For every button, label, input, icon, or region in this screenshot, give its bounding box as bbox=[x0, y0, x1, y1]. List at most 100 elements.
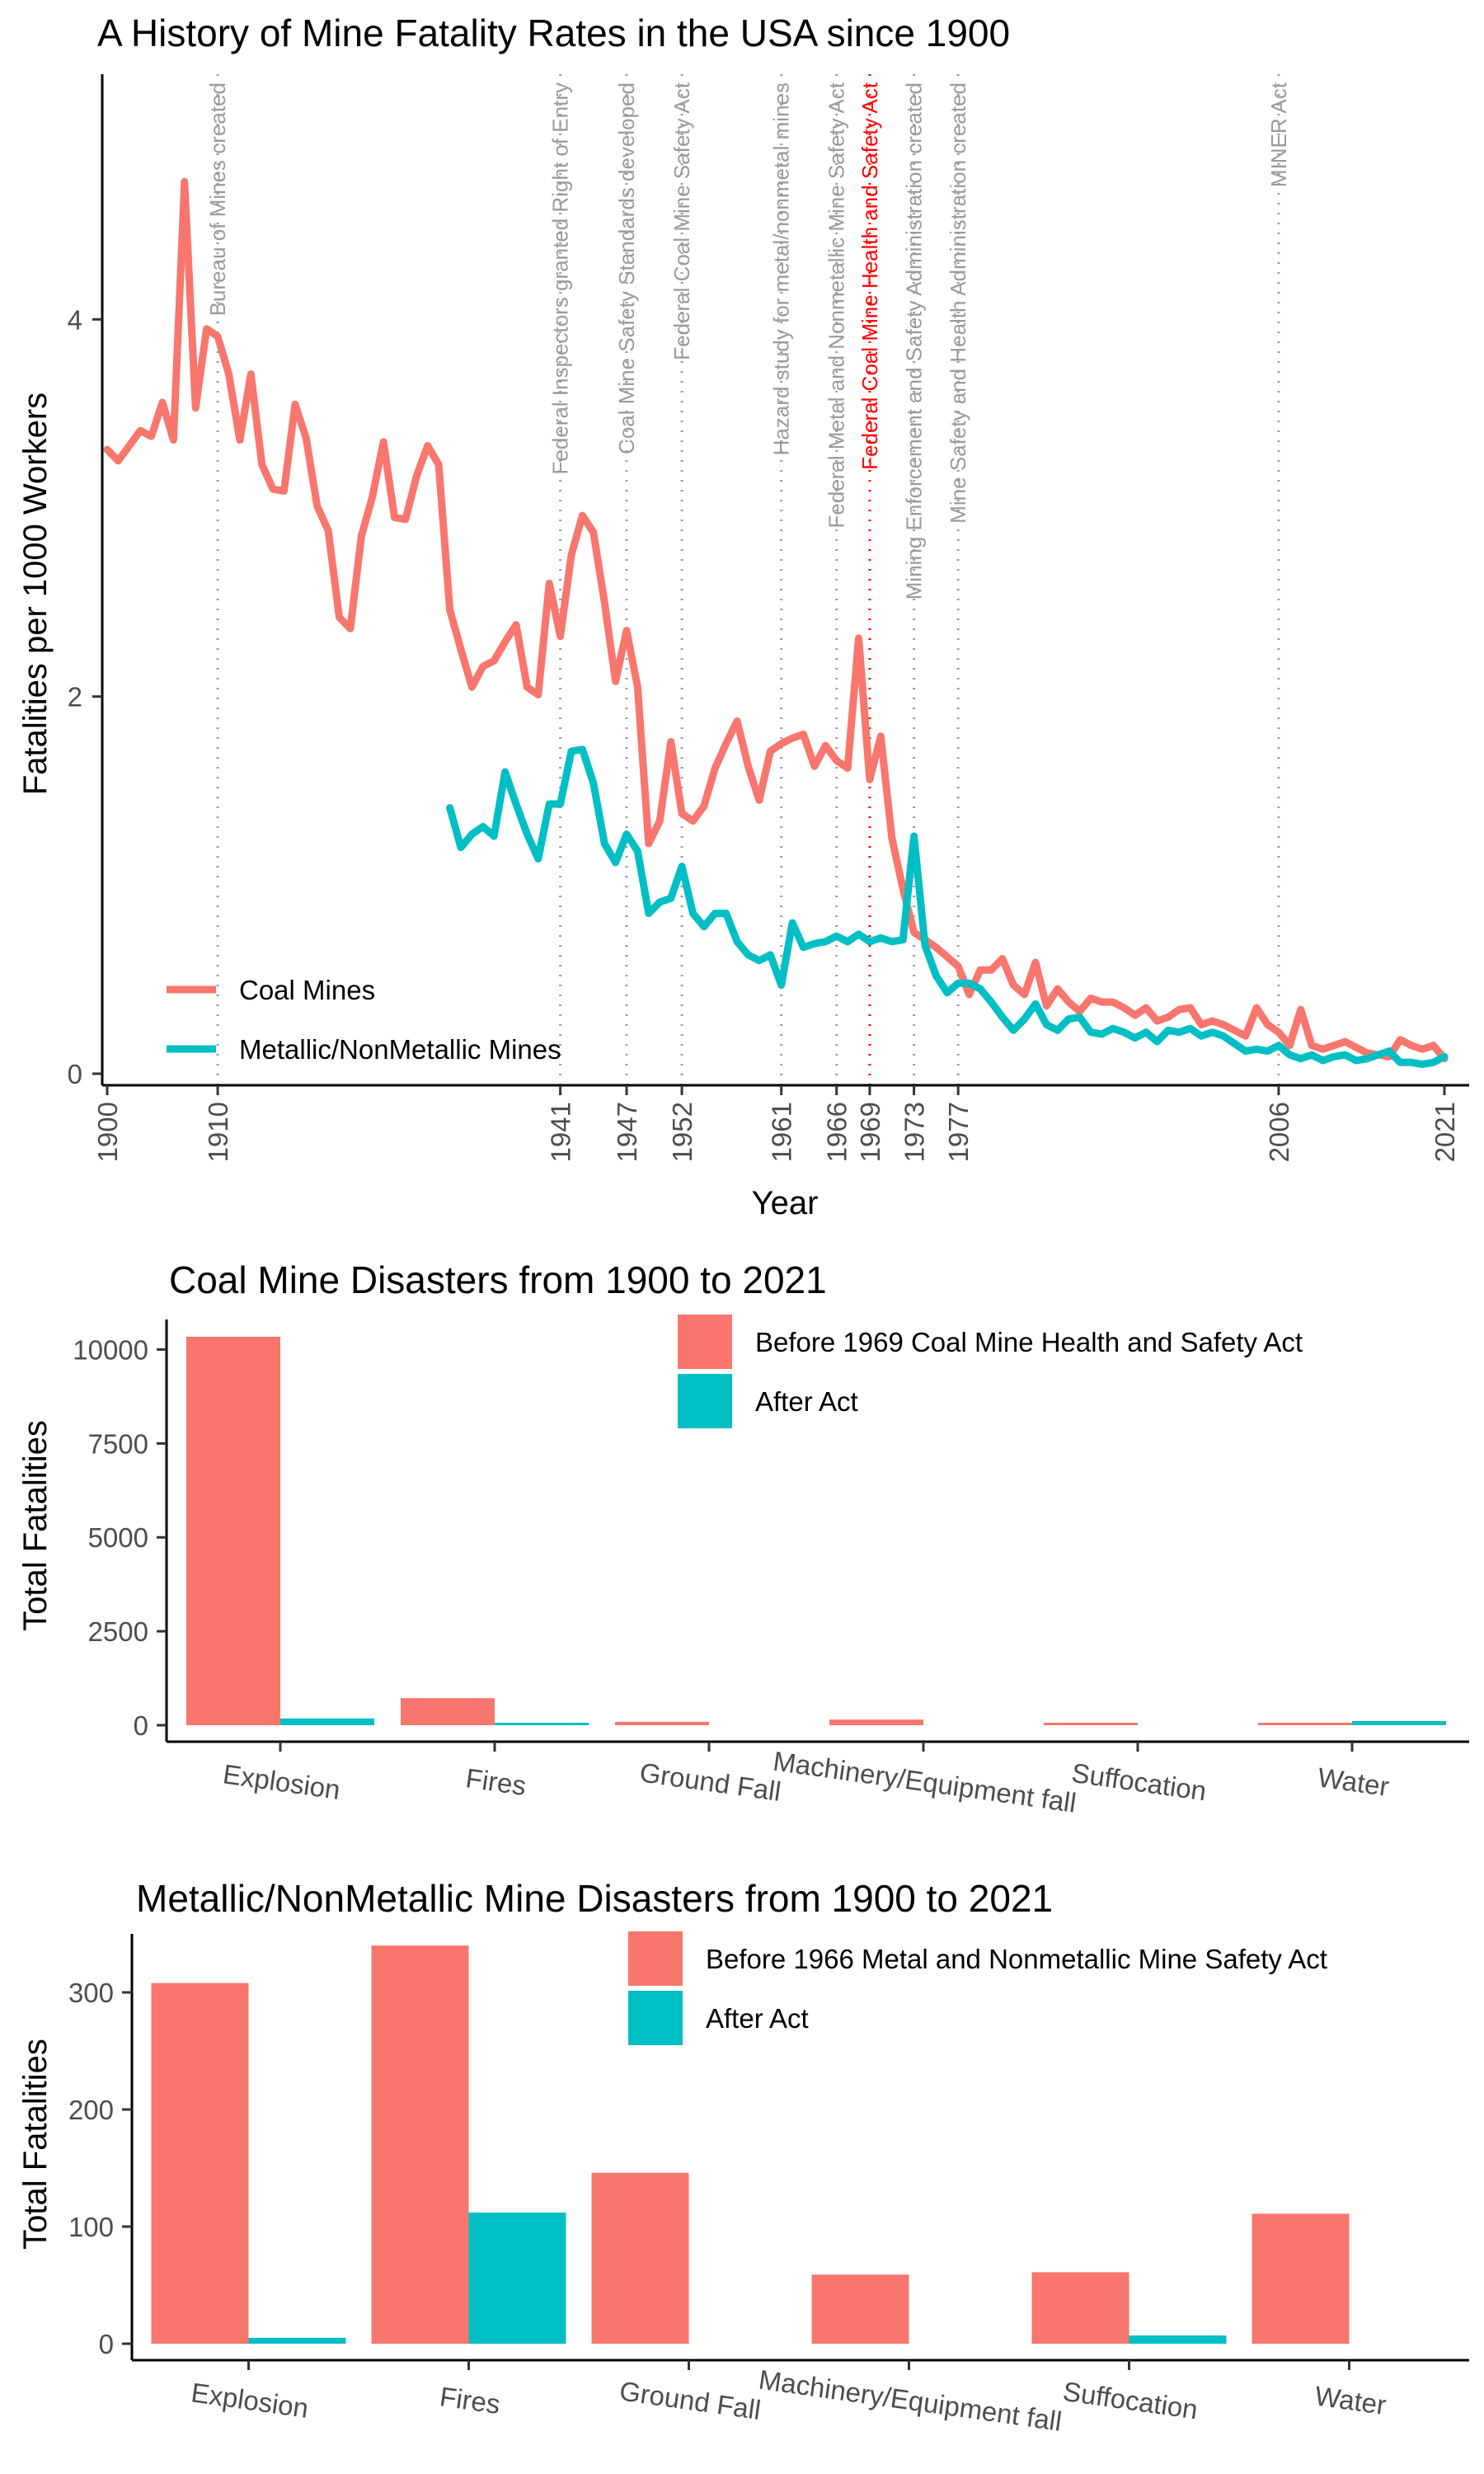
legend-label: Before 1969 Coal Mine Health and Safety … bbox=[755, 1327, 1303, 1357]
legend-label: Coal Mines bbox=[239, 975, 375, 1005]
legend-label: After Act bbox=[706, 2003, 809, 2034]
chart3-x-ticks: Explosion Fires Ground FallMachinery/Equip… bbox=[190, 2360, 1388, 2437]
chart3-title: Metallic/NonMetallic Mine Disasters from… bbox=[136, 1877, 1053, 1920]
chart1-title: A History of Mine Fatality Rates in the … bbox=[97, 12, 1010, 54]
x-tick-label: 1910 bbox=[203, 1102, 233, 1162]
bar-before-act bbox=[811, 2274, 909, 2344]
legend-label: Metallic/NonMetallic Mines bbox=[239, 1034, 561, 1065]
metal-disasters-chart: Metallic/NonMetallic Mine Disasters from… bbox=[17, 1877, 1469, 2437]
chart2-y-label: Total Fatalities bbox=[17, 1420, 54, 1631]
event-label: Federal Coal Mine Safety Act bbox=[669, 82, 694, 360]
y-tick-label: 4 bbox=[68, 304, 82, 335]
bar-before-act bbox=[1252, 2213, 1350, 2344]
x-tick-label: 1952 bbox=[667, 1102, 697, 1162]
x-tick-label: 1966 bbox=[822, 1102, 852, 1162]
legend-label: Before 1966 Metal and Nonmetallic Mine S… bbox=[706, 1944, 1327, 1974]
chart2-x-ticks: Explosion Fires Ground FallMachinery/Equip… bbox=[221, 1742, 1391, 1818]
x-tick-label: Explosion bbox=[190, 2377, 311, 2424]
coal-disasters-chart: Coal Mine Disasters from 1900 to 2021 0 2… bbox=[17, 1258, 1469, 1818]
bar-after-act bbox=[280, 1718, 374, 1725]
x-tick-label: Machinery/Equipment fall bbox=[772, 1746, 1078, 1818]
legend-key bbox=[678, 1315, 732, 1369]
x-tick-label: 1961 bbox=[767, 1102, 797, 1162]
coal-series-line bbox=[103, 177, 1449, 1063]
event-label: Coal Mine Safety Standards developed bbox=[614, 82, 639, 454]
bar-before-act bbox=[1031, 2272, 1129, 2344]
chart3-y-ticks: 0 100 200 300 bbox=[68, 1978, 132, 2359]
metal-series-line bbox=[446, 745, 1449, 1069]
y-tick-label: 7500 bbox=[88, 1428, 148, 1459]
bar-before-act bbox=[829, 1719, 923, 1725]
x-tick-label: Suffocation bbox=[1061, 2376, 1200, 2425]
y-tick-label: 100 bbox=[68, 2212, 114, 2242]
chart2-y-ticks: 0 2500 5000 7500 10000 bbox=[73, 1334, 167, 1741]
bar-before-act bbox=[1258, 1723, 1352, 1725]
chart3-bars bbox=[151, 1945, 1350, 2344]
event-label: Federal Inspectors granted Right of Entr… bbox=[548, 82, 573, 474]
bar-after-act bbox=[248, 2337, 346, 2344]
chart1-y-label: Fatalities per 1000 Workers bbox=[17, 393, 54, 795]
x-tick-label: 1969 bbox=[855, 1102, 885, 1162]
x-tick-label: 1947 bbox=[612, 1102, 642, 1162]
x-tick-label: Water bbox=[1313, 2380, 1388, 2420]
legend-key bbox=[678, 1374, 732, 1428]
legend-key bbox=[628, 1991, 683, 2045]
x-tick-label: Suffocation bbox=[1070, 1757, 1209, 1807]
y-tick-label: 2500 bbox=[88, 1616, 148, 1647]
chart2-legend: Before 1969 Coal Mine Health and Safety … bbox=[678, 1315, 1303, 1428]
bar-before-act bbox=[151, 1982, 249, 2344]
event-markers: Bureau of Mines created Federal Inspector… bbox=[205, 74, 1291, 1085]
event-label: Mining Enforcement and Safety Administra… bbox=[902, 82, 927, 600]
chart3-y-label: Total Fatalities bbox=[17, 2039, 54, 2250]
chart3-legend: Before 1966 Metal and Nonmetallic Mine S… bbox=[628, 1931, 1327, 2045]
event-label: Federal Coal Mine Health and Safety Act bbox=[857, 82, 882, 469]
fatality-rate-chart: A History of Mine Fatality Rates in the … bbox=[17, 12, 1469, 1221]
x-tick-label: Fires bbox=[438, 2381, 502, 2420]
chart1-x-ticks: 1900 1910 1941 1947 1952 1961 1966 1969 1973 1977… bbox=[92, 1085, 1460, 1162]
x-tick-label: Ground Fall bbox=[618, 2375, 763, 2425]
bar-after-act bbox=[495, 1723, 589, 1725]
x-tick-label: Ground Fall bbox=[638, 1757, 783, 1807]
x-tick-label: 1941 bbox=[546, 1102, 576, 1162]
x-tick-label: Machinery/Equipment fall bbox=[757, 2364, 1064, 2437]
event-label: Mine Safety and Health Administration cr… bbox=[946, 82, 970, 524]
x-tick-label: 1900 bbox=[92, 1102, 123, 1162]
y-tick-label: 10000 bbox=[73, 1334, 148, 1365]
chart2-bars bbox=[186, 1336, 1446, 1725]
bar-after-act bbox=[468, 2212, 566, 2344]
y-tick-label: 0 bbox=[134, 1710, 148, 1741]
bar-before-act bbox=[615, 1721, 709, 1725]
chart1-y-ticks: 0 2 4 bbox=[68, 304, 102, 1089]
y-tick-label: 300 bbox=[68, 1978, 114, 2008]
bar-before-act bbox=[401, 1698, 495, 1725]
bar-before-act bbox=[371, 1945, 469, 2344]
legend-key bbox=[628, 1931, 683, 1986]
chart1-legend: Coal Mines Metallic/NonMetallic Mines bbox=[167, 975, 561, 1065]
x-tick-label: 2006 bbox=[1264, 1102, 1294, 1162]
y-tick-label: 0 bbox=[68, 1059, 82, 1089]
bar-before-act bbox=[591, 2172, 689, 2344]
y-tick-label: 0 bbox=[99, 2329, 114, 2359]
x-tick-label: Explosion bbox=[221, 1758, 342, 1805]
bar-after-act bbox=[1352, 1720, 1446, 1725]
y-tick-label: 5000 bbox=[88, 1522, 148, 1553]
bar-after-act bbox=[1129, 2335, 1227, 2344]
bar-before-act bbox=[186, 1336, 280, 1725]
y-tick-label: 200 bbox=[68, 2095, 114, 2125]
x-tick-label: Water bbox=[1316, 1761, 1391, 1802]
bar-before-act bbox=[1044, 1723, 1138, 1725]
x-tick-label: 1973 bbox=[899, 1102, 930, 1162]
x-tick-label: 1977 bbox=[943, 1102, 974, 1162]
y-tick-label: 2 bbox=[68, 682, 82, 713]
chart2-title: Coal Mine Disasters from 1900 to 2021 bbox=[169, 1258, 827, 1301]
event-label: Bureau of Mines created bbox=[205, 82, 230, 316]
chart1-x-label: Year bbox=[752, 1185, 819, 1221]
x-tick-label: Fires bbox=[464, 1762, 528, 1801]
event-label: MINER Act bbox=[1266, 82, 1291, 187]
event-label: Federal Metal and Nonmetallic Mine Safet… bbox=[824, 82, 849, 528]
x-tick-label: 2021 bbox=[1430, 1102, 1460, 1162]
legend-label: After Act bbox=[755, 1386, 858, 1417]
series-lines bbox=[103, 177, 1449, 1069]
event-label: Hazard study for metal/nonmetal mines bbox=[769, 82, 794, 455]
